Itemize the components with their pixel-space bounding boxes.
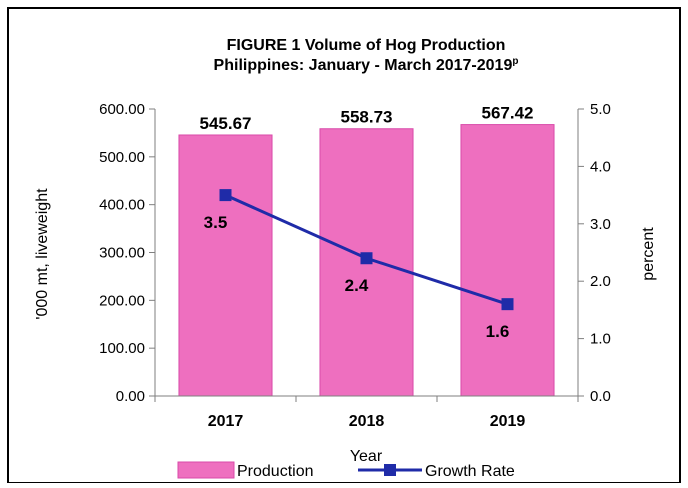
x-category-label: 2019: [490, 413, 526, 430]
growth-rate-value-label: 2.4: [345, 276, 369, 295]
chart-title-line2-text: Philippines: January - March 2017-2019: [214, 57, 513, 74]
y2-tick-label: 1.0: [590, 331, 611, 348]
chart-title-line1: FIGURE 1 Volume of Hog Production: [227, 37, 506, 54]
legend-marker-growth-rate: [384, 464, 396, 476]
plot-area: 0.00 100.00 200.00 300.00 400.00 500.00 600.00…: [99, 101, 611, 430]
chart-title-line2: Philippines: January - March 2017-2019p: [214, 56, 519, 74]
bar-value-label: 545.67: [200, 114, 252, 133]
y-tick-label: 500.00: [99, 149, 145, 166]
growth-rate-point: [219, 189, 232, 202]
y-tick-label: 100.00: [99, 340, 145, 357]
growth-rate-value-label: 1.6: [486, 322, 510, 341]
y2-tick-label: 2.0: [590, 273, 611, 290]
x-category-label: 2018: [349, 413, 385, 430]
y-tick-label: 600.00: [99, 101, 145, 118]
bar-value-label: 567.42: [482, 104, 534, 123]
y-tick-label: 300.00: [99, 245, 145, 262]
legend-label-growth-rate: Growth Rate: [425, 463, 515, 480]
bar-2017: [178, 134, 273, 397]
y2-tick-label: 3.0: [590, 216, 611, 233]
bar-value-label: 558.73: [341, 108, 393, 127]
legend-label-production: Production: [237, 463, 314, 480]
y2-axis-label: percent: [640, 227, 657, 281]
x-axis-label: Year: [350, 448, 383, 465]
legend-swatch-production: [177, 461, 235, 479]
y-axis-label: '000 mt, liveweight: [34, 188, 51, 320]
bar-2019: [460, 124, 555, 397]
y-tick-label: 0.00: [116, 388, 145, 405]
y-tick-label: 400.00: [99, 197, 145, 214]
growth-rate-value-label: 3.5: [204, 213, 228, 232]
y2-tick-label: 5.0: [590, 101, 611, 118]
legend: Production Growth Rate: [177, 461, 515, 480]
chart-title-superscript: p: [512, 56, 518, 67]
growth-rate-point: [360, 252, 373, 265]
x-category-label: 2017: [208, 413, 244, 430]
growth-rate-point: [501, 298, 514, 311]
y2-tick-label: 0.0: [590, 388, 611, 405]
y2-tick-label: 4.0: [590, 158, 611, 175]
y-tick-label: 200.00: [99, 292, 145, 309]
